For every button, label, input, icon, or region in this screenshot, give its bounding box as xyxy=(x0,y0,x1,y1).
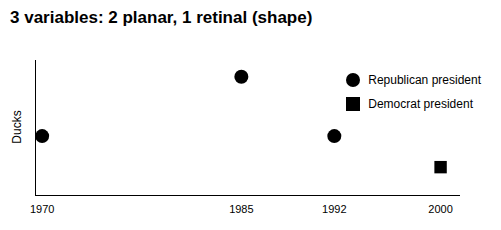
svg-text:2000: 2000 xyxy=(428,203,452,215)
svg-text:1985: 1985 xyxy=(229,203,253,215)
html-text:Republican president: Republican president xyxy=(368,73,481,87)
html-text:3 variables: 2 planar, 1 retin: 3 variables: 2 planar, 1 retinal (shape) xyxy=(10,8,313,27)
svg-text:1970: 1970 xyxy=(30,203,54,215)
html-text:Ducks: Ducks xyxy=(9,109,24,144)
html-text:Democrat president: Democrat president xyxy=(368,97,473,111)
svg-text:1992: 1992 xyxy=(322,203,346,215)
